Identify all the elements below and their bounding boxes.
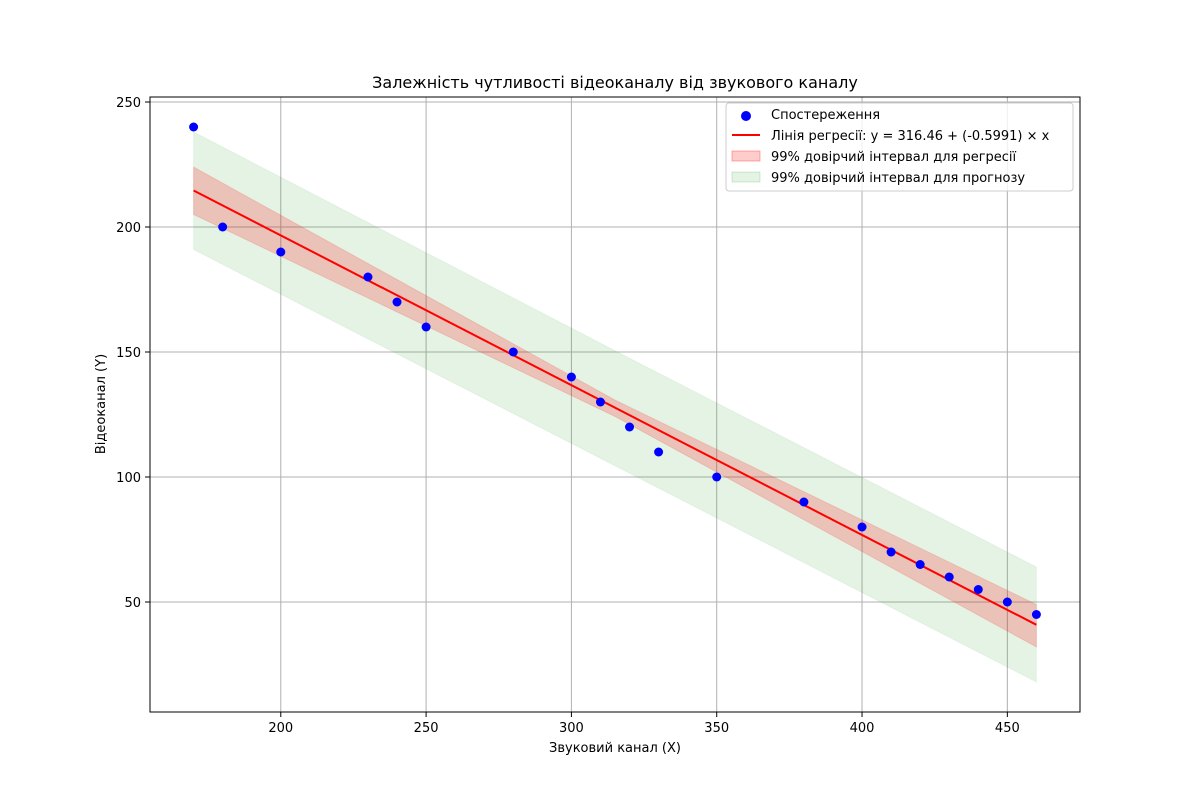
observation-point [1002,597,1012,607]
y-tick-label: 250 [116,96,141,111]
x-tick-label: 350 [704,721,729,736]
observation-point [363,272,373,282]
observation-point [944,572,954,582]
observation-point [1031,610,1041,619]
legend-box [725,102,1074,192]
x-tick-label: 200 [268,721,293,736]
observation-point [566,372,576,382]
x-tick-label: 300 [559,721,584,736]
observation-points [189,122,1041,619]
observation-point [973,585,983,594]
observation-point [654,447,664,457]
observation-point [799,497,809,507]
observation-point [595,397,605,407]
legend-prediction-label: 99% довірчий інтервал для прогнозу [771,171,1025,186]
regression-line-group [193,189,1037,626]
y-axis-ticks: 50 100 150 200 250 [116,96,150,611]
observation-point [421,322,431,332]
legend-prediction-marker [731,171,761,183]
observation-point [712,472,722,482]
observation-point [218,222,228,232]
y-tick-label: 50 [124,596,141,611]
y-tick-label: 200 [116,221,141,236]
legend-observations-label: Спостереження [771,108,880,123]
legend-confidence-label: 99% довірчий інтервал для регресії [771,150,1017,165]
x-axis-label: Звуковий канал (X) [549,741,681,756]
legend-observations-marker [741,111,751,121]
observation-point [392,297,402,307]
observation-point [857,522,867,532]
grid [150,97,1080,712]
observation-point [886,547,896,557]
legend-confidence-marker [731,150,761,162]
observation-point [915,560,925,569]
observation-point [508,347,518,357]
plot-frame [149,96,1081,713]
x-axis-ticks: 200 250 300 350 400 450 [268,712,1020,736]
observation-point [276,247,286,257]
chart-title: Залежність чутливості відеоканалу від зв… [372,73,858,92]
legend-regression-label: Лінія регресії: y = 316.46 + (-0.5991) ×… [771,129,1050,144]
x-tick-label: 400 [850,721,875,736]
y-tick-label: 150 [116,346,141,361]
y-axis-label: Відеоканал (Y) [94,354,109,454]
legend: Спостереження Лінія регресії: y = 316.46… [725,102,1074,192]
observation-point [625,422,635,432]
y-tick-label: 100 [116,471,141,486]
x-tick-label: 450 [995,721,1020,736]
observation-point [189,122,199,132]
x-tick-label: 250 [414,721,439,736]
regression-line [193,189,1037,626]
